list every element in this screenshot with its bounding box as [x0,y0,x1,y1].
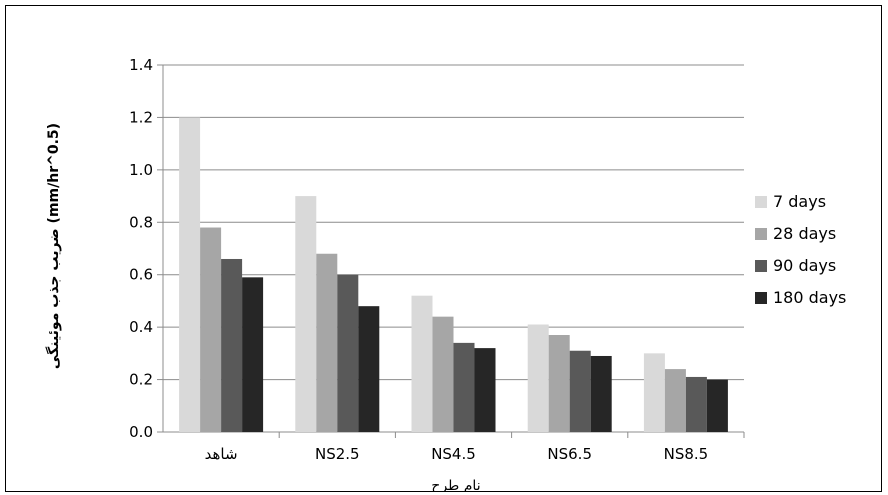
bar-180-days-1 [358,306,380,432]
x-tick-labels: شاهد NS2.5 NS4.5 NS6.5 NS8.5 [205,432,745,463]
y-tick-label: 0.4 [129,318,153,336]
bar-7-days-0 [179,117,201,432]
bar-180-days-3 [590,355,612,432]
bar-7-days-1 [295,196,317,432]
x-tick-label: شاهد [205,445,238,463]
legend-swatch [755,292,767,304]
bar-90-days-4 [685,376,707,432]
chart-frame: 0.0 0.2 0.4 0.6 0.8 1.0 1.2 1.4 شاهد NS2.5 NS4.5 N… [5,5,882,494]
bar-28-days-3 [548,335,570,432]
x-tick-label: NS4.5 [431,445,476,463]
y-tick-label: 0.0 [129,423,153,441]
bar-90-days-2 [453,342,475,432]
bar-28-days-2 [432,316,454,432]
bar-chart: 0.0 0.2 0.4 0.6 0.8 1.0 1.2 1.4 شاهد NS2.5 NS4.5 N… [45,56,846,494]
bar-7-days-4 [643,353,665,432]
bar-90-days-0 [221,258,243,432]
legend-label: 7 days [773,192,826,211]
bar-180-days-0 [242,277,264,432]
legend-label: 180 days [773,288,846,307]
y-tick-label: 1.4 [129,56,153,74]
x-tick-label: NS2.5 [315,445,360,463]
legend-swatch [755,260,767,272]
y-tick-label: 0.6 [129,266,153,284]
bar-28-days-1 [316,253,338,432]
bar-7-days-2 [411,295,433,432]
legend-label: 90 days [773,256,836,275]
y-axis-label: ضریب جذب موئینگی (mm/hr^0.5) [45,123,62,369]
bar-180-days-2 [474,348,496,432]
bar-28-days-4 [664,369,686,432]
y-tick-label: 0.2 [129,371,153,389]
bar-180-days-4 [706,379,728,432]
x-tick-label: NS6.5 [547,445,592,463]
y-tick-label: 0.8 [129,213,153,231]
y-tick-label: 1.2 [129,108,153,126]
bar-90-days-1 [337,274,359,432]
bar-7-days-3 [527,324,549,432]
legend-label: 28 days [773,224,836,243]
legend-swatch [755,228,767,240]
legend: 7 days 28 days 90 days 180 days [755,192,846,307]
legend-swatch [755,196,767,208]
x-axis-label: نام طرح [431,478,480,491]
y-tick-label: 1.0 [129,161,153,179]
bars [179,117,728,432]
y-tick-labels: 0.0 0.2 0.4 0.6 0.8 1.0 1.2 1.4 [129,56,153,441]
bar-90-days-3 [569,350,591,432]
bar-28-days-0 [200,227,222,432]
x-tick-label: NS8.5 [664,445,709,463]
